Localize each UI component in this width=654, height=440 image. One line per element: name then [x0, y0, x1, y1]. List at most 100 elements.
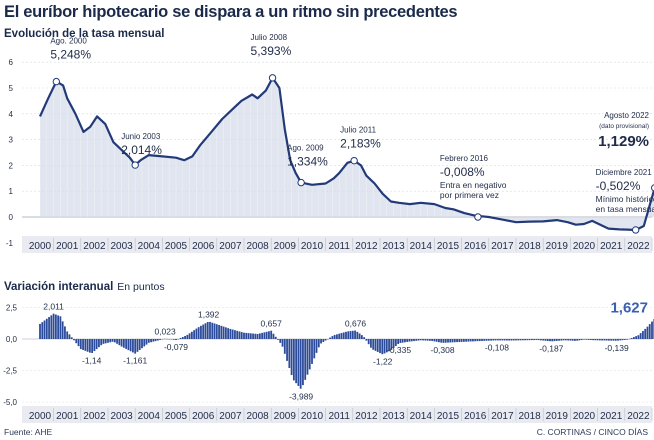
- bottom-bar: [401, 339, 404, 343]
- bottom-data-label: 1,627: [610, 299, 648, 316]
- bottom-data-label: -0,079: [164, 342, 188, 352]
- bottom-bar: [150, 339, 152, 343]
- bottom-x-tick-label: 2001: [56, 411, 79, 422]
- bottom-bar: [84, 339, 87, 351]
- bottom-bar: [342, 332, 345, 339]
- top-x-tick-label: 2006: [192, 241, 215, 252]
- bottom-bar: [592, 339, 594, 341]
- bottom-bar: [388, 339, 390, 352]
- top-x-tick-label: 2004: [138, 241, 161, 252]
- bottom-bar: [64, 326, 66, 339]
- bottom-bar: [564, 339, 567, 341]
- bottom-bar: [184, 336, 186, 339]
- bottom-bar: [120, 339, 123, 347]
- bottom-x-tick-label: 2005: [165, 411, 188, 422]
- bottom-bar: [329, 337, 332, 339]
- bottom-bar: [220, 325, 223, 339]
- bottom-bar: [578, 339, 581, 341]
- bottom-bar: [333, 334, 336, 339]
- bottom-bar: [551, 339, 554, 342]
- bottom-bar: [231, 329, 234, 339]
- bottom-bar: [603, 339, 606, 341]
- bottom-bar: [646, 326, 649, 339]
- bottom-bar: [39, 323, 41, 339]
- bottom-bar: [542, 339, 545, 341]
- bottom-bar: [415, 339, 418, 341]
- bottom-bar: [540, 339, 542, 341]
- top-x-tick-label: 2018: [518, 241, 541, 252]
- bottom-bar: [136, 339, 139, 352]
- chart-title: El euríbor hipotecario se dispara a un r…: [4, 3, 458, 21]
- bottom-bar: [621, 339, 624, 341]
- bottom-bar: [444, 339, 447, 343]
- bottom-bar: [632, 337, 635, 339]
- bottom-x-tick-label: 2002: [83, 411, 106, 422]
- top-y-tick-label: -1: [6, 239, 14, 248]
- bottom-bar: [428, 339, 431, 341]
- bottom-bar: [635, 336, 638, 339]
- annotation-note: Mínimo histórico: [596, 194, 654, 204]
- bottom-bar: [574, 339, 576, 341]
- bottom-bar: [41, 322, 44, 339]
- top-y-tick-label: 3: [9, 136, 14, 145]
- bottom-bar: [224, 327, 227, 339]
- bottom-x-tick-label: 2008: [246, 411, 269, 422]
- bottom-bar: [519, 339, 522, 341]
- bottom-bar: [141, 339, 143, 349]
- bottom-bar: [587, 339, 590, 340]
- bottom-bar: [317, 339, 320, 348]
- bottom-bar: [424, 339, 427, 341]
- bottom-bar: [465, 339, 468, 342]
- bottom-bar: [354, 330, 356, 339]
- bottom-bar: [152, 339, 155, 342]
- bottom-bar: [447, 339, 449, 343]
- bottom-bar: [70, 337, 73, 339]
- bottom-bar: [555, 339, 558, 341]
- bottom-bar: [181, 337, 184, 339]
- bottom-bar: [363, 337, 366, 339]
- bottom-bar: [417, 339, 420, 341]
- bottom-data-label: -0,139: [605, 343, 629, 353]
- annotation-marker: [631, 226, 640, 234]
- bottom-x-tick-label: 2006: [192, 411, 215, 422]
- bottom-bar: [612, 339, 615, 341]
- bottom-bar: [419, 339, 422, 341]
- bottom-bar: [73, 339, 75, 341]
- top-series-line: [38, 76, 654, 232]
- bottom-x-tick-label: 2010: [301, 411, 324, 422]
- bottom-bar: [630, 337, 633, 339]
- bottom-bar: [385, 339, 388, 353]
- top-y-tick-label: 5: [9, 84, 14, 93]
- bottom-bar: [215, 324, 218, 339]
- top-x-tick-label: 2019: [546, 241, 569, 252]
- bottom-bar: [571, 339, 574, 341]
- bottom-bar: [179, 338, 182, 339]
- bottom-x-tick-label: 2004: [138, 411, 161, 422]
- bottom-bar: [272, 333, 275, 339]
- annotation-marker: [52, 77, 61, 86]
- top-x-tick-label: 2003: [110, 241, 133, 252]
- top-chart-subtitle: Evolución de la tasa mensual: [4, 28, 165, 40]
- bottom-bar: [102, 339, 105, 344]
- bottom-bar: [286, 339, 288, 361]
- bottom-bar: [156, 339, 159, 341]
- bottom-y-tick-label: -5,0: [3, 398, 17, 407]
- bottom-data-label: -1,22: [373, 356, 393, 366]
- bottom-data-label: -0,335: [387, 345, 411, 355]
- bottom-data-label: -0,108: [485, 342, 509, 352]
- bottom-bar: [517, 339, 520, 341]
- bottom-bar: [345, 331, 347, 339]
- bottom-bar: [485, 339, 488, 341]
- annotation-date: Julio 2008: [251, 33, 288, 42]
- bottom-bar: [279, 339, 282, 343]
- annotation-marker: [651, 184, 654, 192]
- bottom-x-tick-label: 2015: [437, 411, 460, 422]
- bottom-bar: [623, 339, 626, 340]
- bottom-bar: [324, 339, 327, 341]
- bottom-bar: [585, 339, 588, 340]
- bottom-bar: [476, 339, 479, 342]
- bottom-bar: [601, 339, 604, 341]
- bottom-bar: [449, 339, 452, 343]
- bottom-bar: [95, 339, 98, 350]
- bottom-year-axis-band: [22, 406, 652, 423]
